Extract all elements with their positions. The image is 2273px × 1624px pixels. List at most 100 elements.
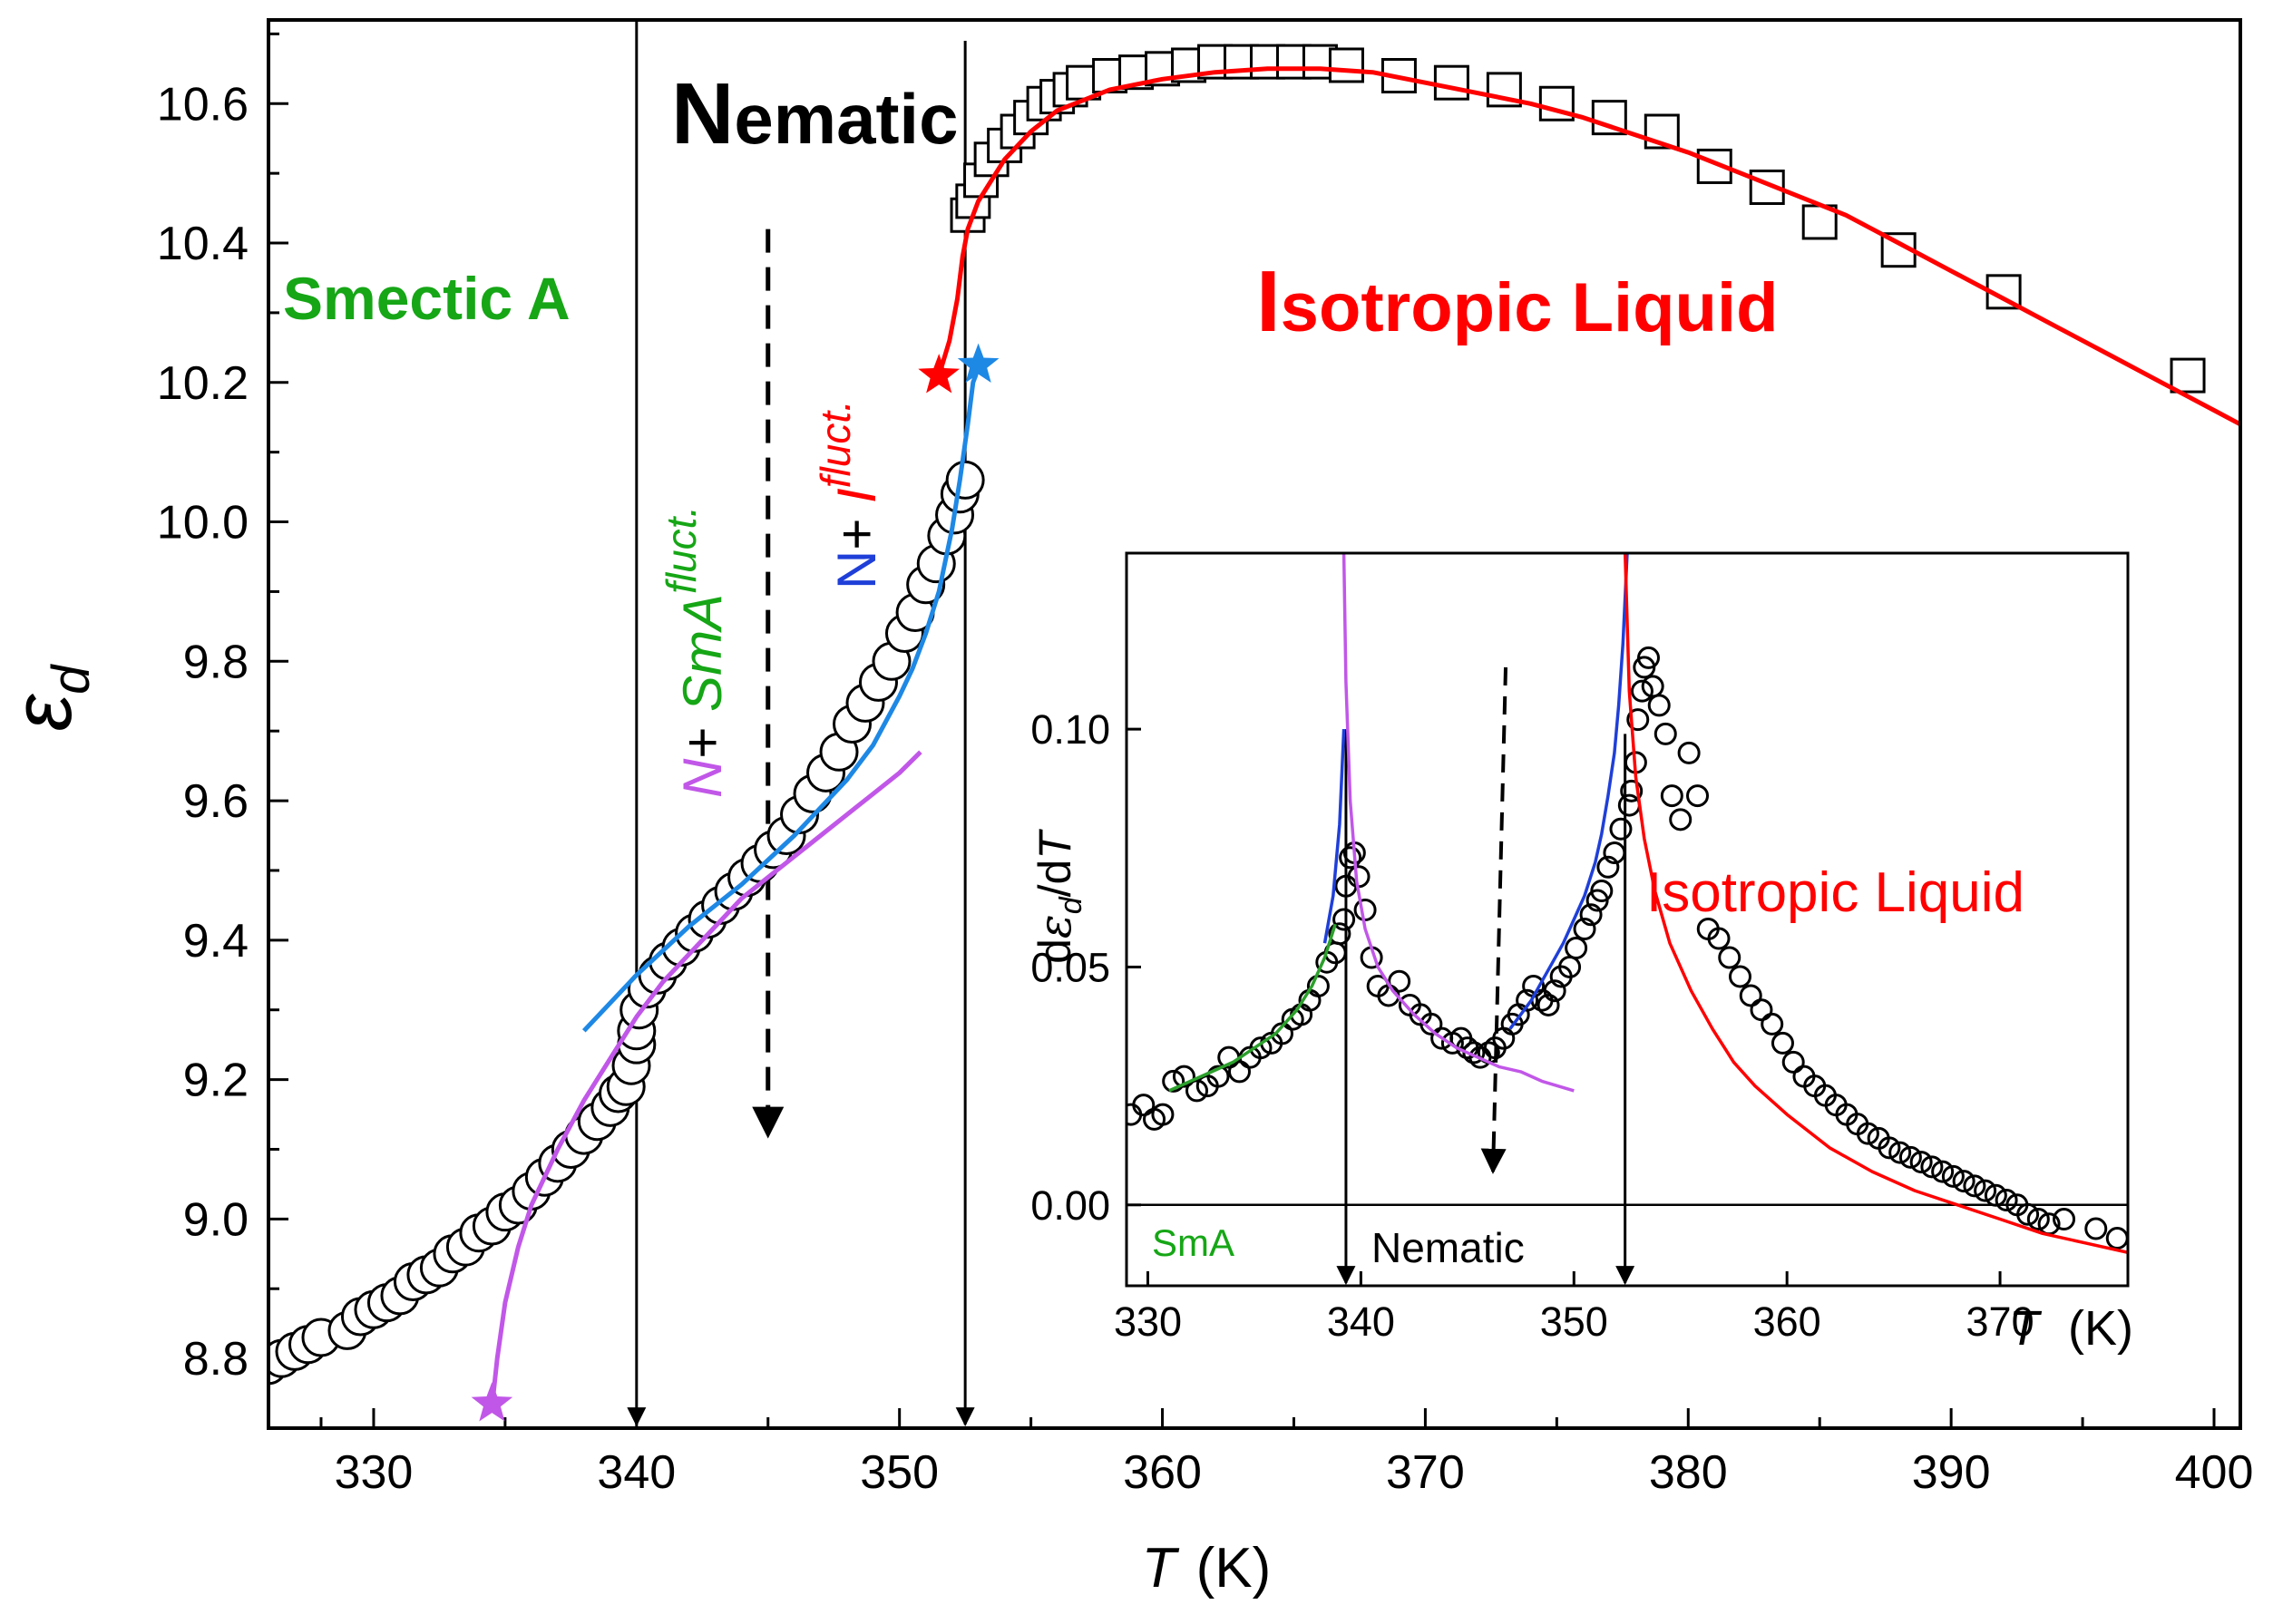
inset-data-point (1669, 808, 1693, 831)
y-tick-label: 10.2 (157, 357, 249, 410)
main-series-layer (268, 20, 2240, 1427)
inset-data-point (1132, 1094, 1156, 1117)
y-tick-label: 10.4 (157, 218, 249, 270)
fit-line-3 (489, 750, 922, 1408)
inset-data-point (1707, 927, 1731, 950)
inset-data-point (1931, 1160, 1955, 1183)
inset-data-point (1270, 1022, 1293, 1045)
inset-data-point (1306, 974, 1330, 997)
main-y-sub: d (42, 664, 101, 695)
fit-line-2 (581, 364, 981, 1033)
y-tick-label: 9.0 (183, 1193, 249, 1246)
inset-data-point (1609, 817, 1633, 841)
inset-data-point (2016, 1202, 2040, 1226)
y-tick-label: 9.4 (183, 915, 249, 968)
inset-background (1127, 553, 2128, 1286)
inset-data-point (1952, 1170, 1975, 1193)
inset-data-point (1536, 993, 1560, 1016)
inset-data-point (1647, 694, 1671, 717)
inset-data-point (1920, 1155, 1944, 1179)
main-y-var: ε (0, 693, 89, 731)
inset-data-point (1590, 880, 1614, 903)
inset-data-point (1579, 903, 1603, 927)
y-tick-label: 9.8 (183, 636, 249, 688)
y-tick-label: 9.6 (183, 775, 249, 828)
inset-data-point (1909, 1151, 1933, 1174)
main-x-unit: (K) (1196, 1537, 1272, 1600)
inset-data-point (1543, 979, 1566, 1003)
data-point-square (1696, 148, 1732, 184)
inset-data-point (1898, 1145, 1922, 1169)
inset-data-point (1332, 908, 1356, 931)
inset-fit-line-0 (1168, 923, 1337, 1093)
inset-data-point (1761, 1012, 1784, 1036)
inset-data-point (1963, 1174, 1986, 1198)
inset-data-point (1339, 846, 1362, 870)
inset-data-point (1573, 917, 1596, 940)
y-tick-label: 10.6 (157, 78, 249, 131)
n-smafluct-label: N+ SmAfluct. (658, 506, 733, 798)
x-tick-label-340: 340 (597, 1446, 676, 1499)
inset-data-point (1620, 779, 1644, 802)
inset-data-point (1388, 969, 1411, 993)
inset-data-point (1995, 1189, 2018, 1212)
inset-y-tick-label: 0.10 (1030, 706, 1110, 753)
data-point-square (1433, 64, 1469, 101)
inset-data-point (1974, 1179, 1997, 1202)
y-tick-label: 9.2 (183, 1055, 249, 1107)
inset-data-point (1249, 1036, 1273, 1060)
inset-data-point (1419, 1012, 1443, 1036)
inset-plot-frame (1125, 551, 2130, 1288)
y-tick-label: 10.0 (157, 497, 249, 549)
isotropic-liquid-label: Isotropic Liquid (1256, 253, 1779, 350)
fit-line-4 (936, 66, 2240, 427)
inset-x-axis-title: T (K) (2009, 1301, 2133, 1356)
inset-x-tick-label: 350 (1540, 1298, 1608, 1345)
inset-y-axis-title: dεd/dT (1029, 829, 1088, 964)
inset-y-tick-label: 0.05 (1030, 944, 1110, 990)
red-star (918, 354, 960, 394)
inset-data-point (2026, 1208, 2050, 1231)
inset-x-tick-label: 360 (1753, 1298, 1821, 1345)
inset-data-point (1750, 998, 1773, 1022)
y-tick-label: 8.8 (183, 1333, 249, 1386)
blue-star (957, 343, 1000, 383)
inset-x-tick-label: 330 (1114, 1298, 1182, 1345)
inset-fit-line-1 (1322, 729, 1346, 944)
inset-data-point (1728, 965, 1751, 988)
inset-data-point (1677, 741, 1701, 764)
smectic-a-label: Smectic A (283, 265, 571, 332)
inset-y-tick-label: 0.00 (1030, 1182, 1110, 1229)
inset-data-point (1888, 1141, 1912, 1164)
x-tick-label-380: 380 (1649, 1446, 1728, 1499)
inset-data-point (2053, 1208, 2076, 1231)
inset-fit-line-3 (1508, 553, 1629, 1030)
main-axes: 330 340 350 360 370 380 390 400 8.8 9.0 9.2 9.4 9.6 9… (157, 32, 2254, 1499)
inset-sma-label: SmA (1152, 1221, 1234, 1264)
n-ifluct-label: N+ Ifluct. (812, 400, 887, 589)
inset-data-point (1630, 679, 1654, 703)
inset-data-point (1856, 1122, 1879, 1145)
data-point-square (1328, 47, 1364, 83)
inset-fit-line-2 (1341, 553, 1575, 1093)
x-tick-label-350: 350 (860, 1446, 939, 1499)
inset-axes: 330 340 350 360 370 0.00 0.05 0.10 (1030, 706, 2034, 1345)
inset-data-point (1984, 1183, 2007, 1207)
inset-data-point (1739, 984, 1762, 1007)
data-point-square (2170, 357, 2206, 394)
main-x-var: T (1142, 1537, 1180, 1600)
violet-star (471, 1382, 513, 1422)
inset-data-point (1596, 855, 1620, 879)
inset-data-point (1878, 1136, 1901, 1160)
inset-data-point (1660, 784, 1683, 808)
inset-data-point (1162, 1069, 1185, 1093)
inset-data-point (1172, 1065, 1195, 1088)
svg-text:εd: εd (0, 664, 101, 731)
inset-data-point (1941, 1164, 1965, 1188)
inset-data-point (1771, 1031, 1794, 1055)
inset-data-point (1626, 708, 1650, 732)
inset-data-point (2084, 1217, 2108, 1240)
main-star-layer (471, 343, 1000, 1422)
x-tick-label-400: 400 (2175, 1446, 2254, 1499)
